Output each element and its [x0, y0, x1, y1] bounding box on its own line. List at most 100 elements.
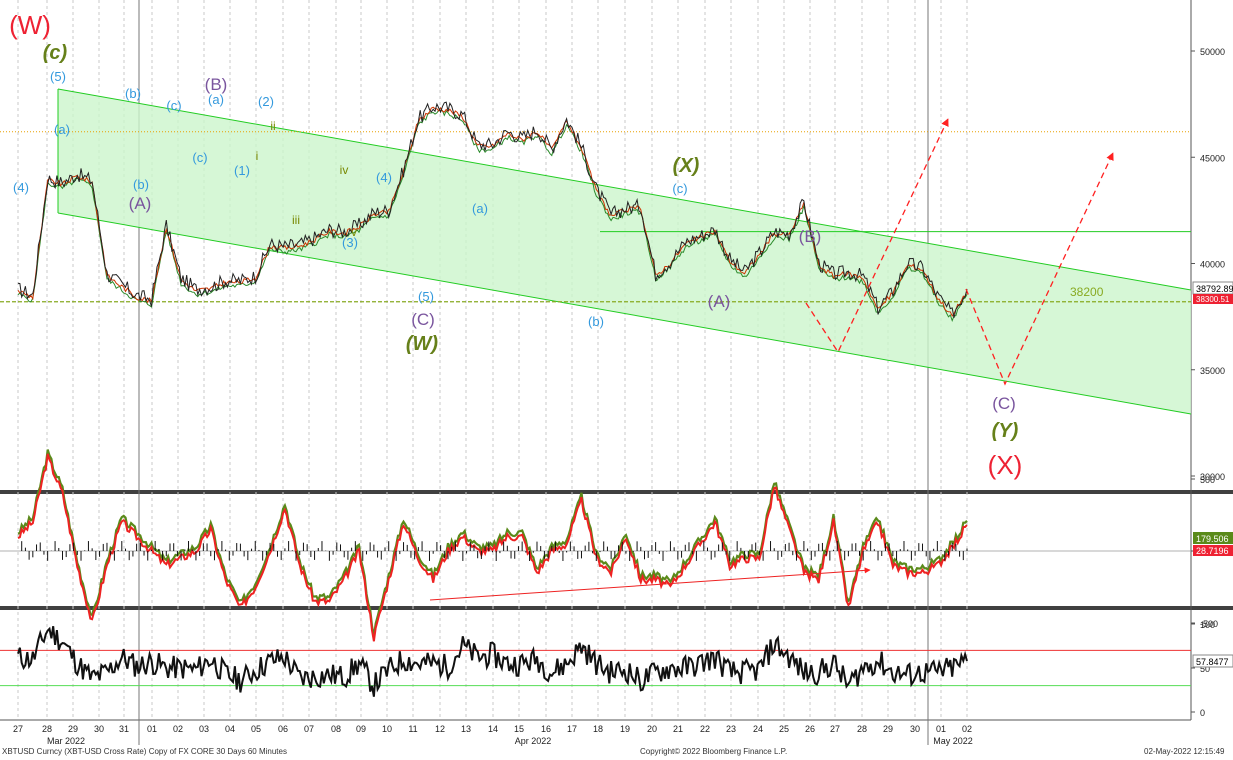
wave-label-blue: (c) [672, 181, 687, 196]
month-label: May 2022 [933, 736, 973, 746]
osc-value-box-2 [1193, 545, 1233, 556]
x-tick-label: 19 [620, 724, 630, 734]
wave-label-purple: (B) [799, 227, 822, 246]
wave-label-blue: (c) [166, 98, 181, 113]
oscillator-axis-label: -500 [1200, 619, 1218, 629]
x-tick-label: 26 [805, 724, 815, 734]
price-axis-label: 35000 [1200, 366, 1225, 376]
oscillator-axis-label: 500 [1200, 475, 1215, 485]
x-tick-label: 23 [726, 724, 736, 734]
x-tick-label: 27 [13, 724, 23, 734]
wave-label-blue: (3) [342, 235, 358, 250]
x-tick-label: 04 [225, 724, 235, 734]
oscillator-line-green [17, 449, 968, 638]
rsi-value-box [1192, 654, 1233, 668]
wave-label-blue: (5) [418, 289, 434, 304]
panel-separator [0, 490, 1233, 494]
x-tick-label: 03 [199, 724, 209, 734]
x-tick-label: 07 [304, 724, 314, 734]
wave-label-red: (X) [988, 450, 1023, 480]
rsi-line [17, 626, 968, 697]
wave-label-olive: iv [340, 163, 349, 177]
month-label: Apr 2022 [515, 736, 552, 746]
copyright: Copyright© 2022 Bloomberg Finance L.P. [640, 747, 788, 756]
wave-label-olive: ii [270, 119, 275, 133]
x-tick-label: 29 [68, 724, 78, 734]
x-tick-label: 15 [514, 724, 524, 734]
security-description: XBTUSD Curncy (XBT-USD Cross Rate) Copy … [2, 747, 287, 756]
projection-arrow-2 [965, 152, 1114, 386]
x-tick-label: 02 [173, 724, 183, 734]
x-tick-label: 31 [119, 724, 129, 734]
wave-label-purple: (C) [411, 310, 435, 329]
x-tick-label: 13 [461, 724, 471, 734]
x-tick-label: 24 [753, 724, 763, 734]
wave-label-blue: (2) [258, 94, 274, 109]
divergence-arrow [429, 567, 871, 601]
rsi-last-value: 57.8477 [1196, 657, 1229, 667]
rsi-axis-label: 50 [1200, 664, 1210, 674]
price-axis-label: 45000 [1200, 153, 1225, 163]
wave-label-green: (c) [43, 42, 68, 64]
wave-label-blue: (b) [588, 314, 604, 329]
wave-label-green: (X) [673, 155, 700, 177]
x-tick-label: 11 [408, 724, 417, 734]
x-tick-label: 28 [42, 724, 52, 734]
level-label-38200: 38200 [1070, 285, 1104, 299]
panel-separator [0, 606, 1233, 610]
x-tick-label: 27 [830, 724, 840, 734]
x-tick-label: 06 [278, 724, 288, 734]
wave-label-blue: (b) [133, 177, 149, 192]
x-tick-label: 02 [962, 724, 972, 734]
x-tick-label: 05 [251, 724, 261, 734]
oscillator-last-value-2: 28.7196 [1196, 546, 1229, 556]
second-value-box [1193, 294, 1233, 304]
x-tick-label: 29 [883, 724, 893, 734]
wave-label-blue: (4) [376, 170, 392, 185]
price-channel-fill [58, 89, 1191, 414]
x-tick-label: 22 [700, 724, 710, 734]
price-axis-label: 40000 [1200, 260, 1225, 270]
price-ma-red [17, 106, 968, 317]
x-tick-label: 10 [382, 724, 392, 734]
rsi-axis-label: 0 [1200, 708, 1205, 718]
price-axis-label: 50000 [1200, 47, 1225, 57]
timestamp: 02-May-2022 12:15:49 [1144, 747, 1225, 756]
wave-label-purple: (A) [708, 292, 731, 311]
wave-label-green: (Y) [992, 420, 1019, 442]
wave-label-purple: (A) [129, 194, 152, 213]
second-value-label: 38300.51 [1196, 295, 1230, 304]
x-tick-label: 30 [910, 724, 920, 734]
x-tick-label: 08 [331, 724, 341, 734]
x-tick-label: 20 [647, 724, 657, 734]
x-tick-label: 09 [356, 724, 366, 734]
last-price-label: 38792.89 [1196, 284, 1233, 294]
x-tick-label: 30 [94, 724, 104, 734]
wave-label-green: (W) [406, 333, 439, 355]
wave-label-olive: iii [292, 213, 300, 227]
x-tick-label: 28 [857, 724, 867, 734]
x-tick-label: 25 [779, 724, 789, 734]
wave-label-blue: (c) [192, 150, 207, 165]
channel-lower-line [57, 212, 1192, 415]
price-axis-label: 30000 [1200, 472, 1225, 482]
wave-label-blue: (1) [234, 163, 250, 178]
channel-upper-line [57, 88, 1192, 291]
x-tick-label: 17 [567, 724, 577, 734]
oscillator-last-value-1: 179.506 [1196, 534, 1229, 544]
x-tick-label: 01 [147, 724, 157, 734]
x-tick-label: 16 [541, 724, 551, 734]
rsi-axis-label: 100 [1200, 620, 1215, 630]
x-tick-label: 01 [936, 724, 946, 734]
osc-value-box-1 [1193, 532, 1233, 544]
x-tick-label: 21 [673, 724, 683, 734]
wave-label-blue: (a) [54, 122, 70, 137]
wave-label-purple: (B) [205, 75, 228, 94]
x-tick-label: 14 [488, 724, 498, 734]
wave-label-blue: (a) [472, 201, 488, 216]
price-line [17, 101, 968, 318]
wave-label-red: (W) [9, 10, 51, 40]
projection-arrow-1 [805, 118, 949, 354]
x-tick-label: 12 [435, 724, 445, 734]
